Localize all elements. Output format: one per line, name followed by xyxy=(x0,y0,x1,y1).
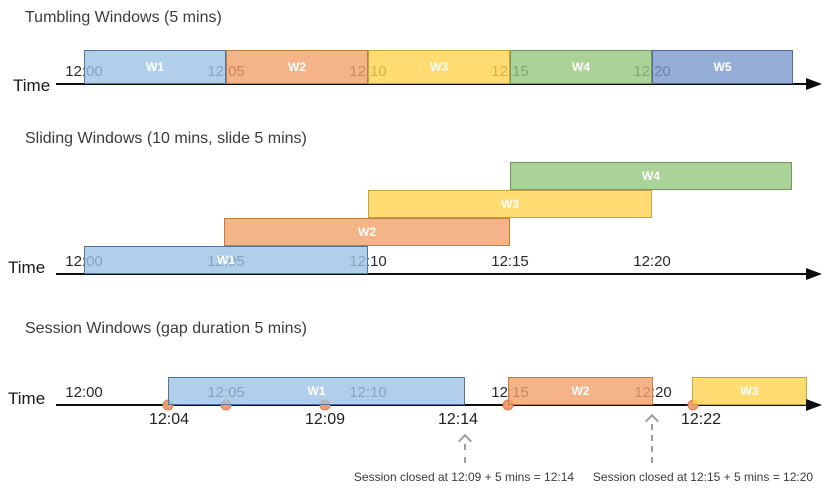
session-tick-label: 12:00 xyxy=(65,384,103,401)
session-callout-dashed-line xyxy=(464,444,466,463)
sliding-window-label-w3: W3 xyxy=(501,197,519,211)
tumbling-window-box-w4: W4 xyxy=(510,50,652,84)
tumbling-window-label-w1: W1 xyxy=(146,60,164,74)
session-callout-dashed-line xyxy=(651,424,653,463)
tumbling-window-box-w2: W2 xyxy=(226,50,368,84)
tumbling-time-axis-label: Time xyxy=(13,76,51,95)
session-event-time-label: 12:04 xyxy=(148,411,190,428)
session-time-axis-label: Time xyxy=(8,389,46,408)
sliding-axis-arrow-right-icon xyxy=(806,268,822,280)
sliding-window-box-w2: W2 xyxy=(224,218,510,246)
tumbling-window-box-w3: W3 xyxy=(368,50,510,84)
session-closed-note: Session closed at 12:15 + 5 mins = 12:20 xyxy=(592,470,814,484)
tumbling-window-box-w5: W5 xyxy=(652,50,793,84)
sliding-time-axis-label: Time xyxy=(8,258,46,277)
sliding-window-box-w1: W1 xyxy=(84,246,368,274)
tumbling-window-label-w3: W3 xyxy=(430,60,448,74)
session-axis-arrow-right-icon xyxy=(806,399,822,411)
session-closed-note: Session closed at 12:09 + 5 mins = 12:14 xyxy=(353,470,575,484)
sliding-tick-label: 12:20 xyxy=(633,253,671,270)
tumbling-axis-arrow-right-icon xyxy=(806,78,822,90)
session-time-axis xyxy=(56,404,806,406)
session-window-label-w3: W3 xyxy=(740,384,759,398)
tumbling-windows-title: Tumbling Windows (5 mins) xyxy=(25,9,222,26)
sliding-window-box-w4: W4 xyxy=(510,162,792,190)
session-event-time-label: 12:22 xyxy=(680,411,722,428)
session-event-time-label: 12:14 xyxy=(437,411,479,428)
sliding-windows-title: Sliding Windows (10 mins, slide 5 mins) xyxy=(25,130,307,147)
session-window-box-w3: W3 xyxy=(692,377,807,405)
tumbling-window-label-w4: W4 xyxy=(572,60,590,74)
session-window-label-w2: W2 xyxy=(571,384,590,398)
session-event-time-label: 12:09 xyxy=(304,411,346,428)
session-window-label-w1: W1 xyxy=(307,384,326,398)
sliding-window-label-w1: W1 xyxy=(217,253,235,267)
tumbling-window-label-w5: W5 xyxy=(713,60,732,74)
sliding-window-box-w3: W3 xyxy=(368,190,652,218)
tumbling-time-axis xyxy=(56,83,806,85)
sliding-window-label-w2: W2 xyxy=(358,225,376,239)
sliding-time-axis xyxy=(56,273,806,275)
tumbling-window-label-w2: W2 xyxy=(288,60,306,74)
session-window-box-w1: W1 xyxy=(168,377,465,405)
tumbling-window-box-w1: W1 xyxy=(84,50,226,84)
sliding-tick-label: 12:15 xyxy=(491,253,529,270)
session-window-box-w2: W2 xyxy=(508,377,653,405)
sliding-window-label-w4: W4 xyxy=(642,169,660,183)
session-windows-title: Session Windows (gap duration 5 mins) xyxy=(25,320,307,337)
